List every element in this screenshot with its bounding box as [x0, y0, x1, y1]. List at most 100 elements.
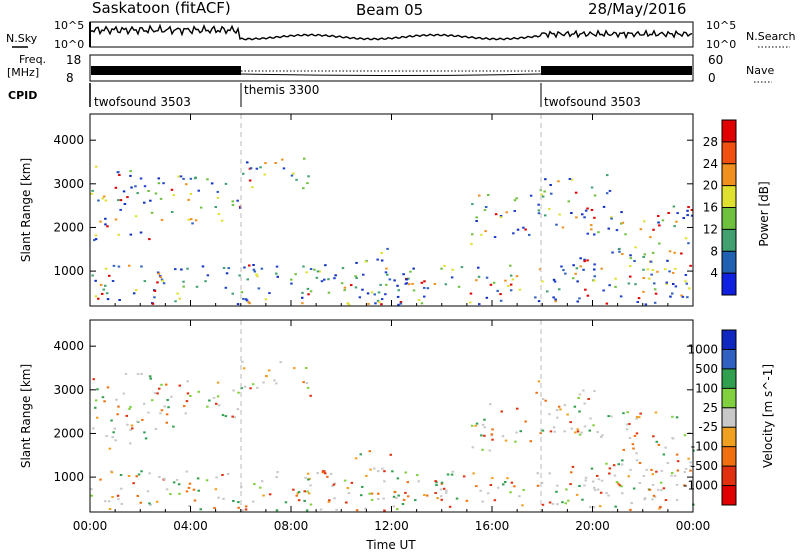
- echo-cell: [614, 277, 617, 280]
- echo-cell: [564, 272, 567, 275]
- echo-cell: [304, 367, 308, 369]
- echo-cell: [397, 303, 400, 306]
- echo-cell: [475, 279, 478, 282]
- echo-cell: [574, 191, 578, 194]
- echo-cell: [316, 270, 320, 273]
- echo-cell: [576, 300, 579, 303]
- echo-cell: [94, 295, 98, 298]
- echo-cell: [174, 300, 177, 303]
- echo-cell: [674, 285, 678, 288]
- echo-cell: [568, 178, 572, 180]
- echo-cell: [596, 474, 599, 477]
- echo-cell: [583, 425, 587, 428]
- echo-cell: [664, 446, 667, 449]
- echo-cell: [206, 178, 209, 181]
- echo-cell: [290, 278, 293, 281]
- echo-cell: [259, 486, 262, 489]
- echo-cell: [477, 266, 480, 269]
- echo-cell: [613, 474, 617, 477]
- nave-tick-top: 60: [708, 53, 723, 67]
- echo-cell: [197, 189, 200, 192]
- echo-cell: [149, 199, 152, 202]
- echo-cell: [646, 268, 650, 271]
- echo-cell: [499, 216, 503, 219]
- echo-cell: [407, 283, 411, 286]
- echo-cell: [201, 265, 205, 268]
- echo-cell: [475, 220, 478, 222]
- echo-cell: [386, 273, 389, 276]
- echo-cell: [652, 228, 655, 231]
- echo-cell: [151, 302, 155, 305]
- echo-cell: [515, 275, 519, 278]
- power-colorbar-swatch: [722, 141, 736, 165]
- echo-cell: [594, 489, 597, 492]
- echo-cell: [115, 398, 118, 401]
- echo-cell: [655, 440, 658, 443]
- echo-cell: [669, 295, 672, 298]
- echo-cell: [257, 287, 261, 290]
- echo-cell: [117, 405, 120, 408]
- echo-cell: [172, 425, 175, 428]
- echo-cell: [156, 271, 160, 274]
- echo-cell: [688, 287, 691, 290]
- echo-cell: [651, 473, 654, 476]
- echo-cell: [578, 410, 581, 413]
- echo-cell: [654, 292, 658, 295]
- echo-cell: [514, 440, 517, 443]
- echo-cell: [226, 472, 230, 475]
- echo-cell: [544, 214, 547, 217]
- echo-cell: [334, 274, 337, 277]
- echo-cell: [406, 495, 410, 498]
- echo-cell: [423, 280, 426, 283]
- echo-cell: [117, 233, 120, 236]
- echo-cell: [436, 497, 439, 500]
- echo-cell: [380, 303, 383, 306]
- echo-cell: [158, 476, 161, 478]
- echo-cell: [318, 270, 321, 273]
- echo-cell: [385, 283, 388, 286]
- echo-cell: [290, 282, 293, 285]
- echo-cell: [386, 247, 389, 250]
- echo-cell: [635, 452, 638, 455]
- echo-cell: [597, 478, 601, 481]
- power-colorbar-swatch: [722, 251, 736, 274]
- echo-cell: [251, 383, 255, 386]
- echo-cell: [642, 290, 645, 293]
- echo-cell: [651, 498, 654, 501]
- echo-cell: [247, 301, 250, 304]
- echo-cell: [689, 469, 692, 472]
- power-colorbar: 28 24 20 16 12 8 4: [703, 119, 737, 296]
- echo-cell: [160, 383, 163, 386]
- echo-cell: [593, 216, 596, 219]
- echo-cell: [649, 236, 652, 239]
- echo-cell: [649, 260, 653, 263]
- echo-cell: [444, 283, 448, 286]
- echo-cell: [548, 413, 551, 416]
- echo-cell: [131, 427, 134, 430]
- echo-cell: [309, 503, 313, 506]
- echo-cell: [160, 278, 164, 281]
- velocity-colorbar-swatch: [722, 407, 736, 428]
- echo-cell: [529, 440, 532, 443]
- echo-cell: [222, 497, 225, 500]
- echo-cell: [589, 506, 592, 509]
- echo-cell: [471, 446, 475, 449]
- echo-cell: [102, 195, 106, 198]
- echo-cell: [544, 399, 547, 402]
- echo-cell: [391, 470, 394, 473]
- echo-cell: [382, 497, 385, 500]
- echo-cell: [129, 170, 132, 173]
- power-colorbar-swatch: [722, 273, 736, 296]
- echo-cell: [493, 499, 497, 502]
- echo-cell: [554, 298, 557, 301]
- power-colorbar-swatch: [722, 229, 736, 252]
- echo-cell: [519, 430, 522, 433]
- echo-cell: [633, 260, 636, 262]
- echo-cell: [186, 380, 189, 383]
- echo-cell: [153, 392, 157, 395]
- echo-cell: [114, 218, 118, 221]
- echo-cell: [666, 259, 669, 262]
- echo-cell: [576, 280, 579, 283]
- echo-cell: [690, 209, 694, 211]
- cpid-segment-3: twofsound 3503: [544, 95, 641, 109]
